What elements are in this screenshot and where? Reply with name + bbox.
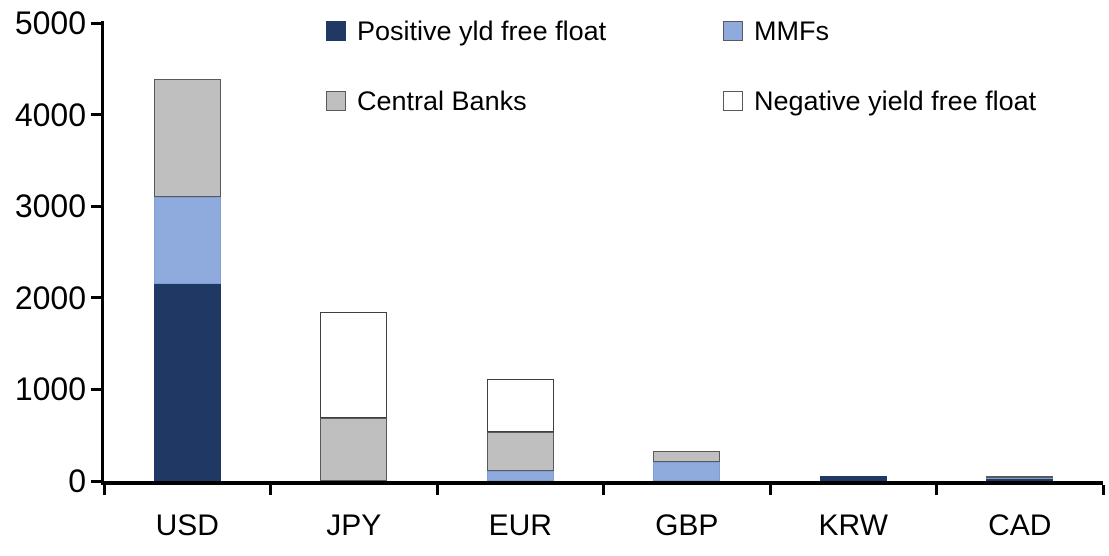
bar-segment-cad-central-banks <box>986 475 1054 478</box>
bar-segment-eur-mmfs <box>486 470 554 481</box>
x-axis-tick <box>602 485 605 495</box>
legend-label-mmfs: MMFs <box>754 16 829 46</box>
y-axis-tick <box>91 387 101 391</box>
bar-segment-eur-central-banks <box>486 431 554 471</box>
y-axis-tick-label: 3000 <box>14 188 86 225</box>
x-axis-line <box>101 481 1103 485</box>
bar-segment-jpy-central-banks <box>320 417 388 481</box>
legend-label-negative-yield-free-float: Negative yield free float <box>754 86 1037 116</box>
y-axis-tick-label: 4000 <box>14 96 86 133</box>
y-axis-tick <box>91 204 101 208</box>
legend-item-central-banks: Central Banks <box>326 86 527 116</box>
y-axis-tick-label: 0 <box>68 463 86 499</box>
y-axis-tick-label: 5000 <box>14 5 86 41</box>
legend-item-mmfs: MMFs <box>723 16 829 46</box>
legend-item-positive-yld-free-float: Positive yld free float <box>326 16 606 46</box>
legend-swatch-central-banks <box>326 91 346 111</box>
bar-segment-usd-mmfs <box>153 197 221 285</box>
x-axis-tick <box>1101 485 1105 495</box>
category-label-gbp: GBP <box>655 509 719 542</box>
bar-segment-gbp-central-banks <box>653 450 721 462</box>
category-label-cad: CAD <box>988 509 1052 542</box>
bar-segment-krw-positive-yld-free-float <box>819 476 887 481</box>
legend-item-negative-yield-free-float: Negative yield free float <box>723 86 1036 116</box>
y-axis-tick <box>91 479 101 483</box>
bar-segment-usd-positive-yld-free-float <box>153 284 221 481</box>
y-axis-tick-label: 2000 <box>14 279 86 316</box>
plot-area: 0 1000 2000 3000 4000 5000 USD JPY EUR GBP KRW CAD <box>15 5 1105 542</box>
y-axis-line <box>101 21 104 483</box>
y-axis-tick <box>91 21 101 25</box>
y-axis-tick-label: 1000 <box>14 371 86 408</box>
bar-segment-cad-positive-yld-free-float <box>986 479 1054 481</box>
bar-segment-jpy-negative-yield-free-float <box>320 312 388 418</box>
legend-label-central-banks: Central Banks <box>357 86 527 116</box>
category-label-eur: EUR <box>488 509 552 542</box>
x-axis-tick <box>935 485 938 495</box>
x-axis-tick <box>269 485 272 495</box>
category-label-usd: USD <box>155 509 219 542</box>
bar-segment-gbp-mmfs <box>653 461 721 481</box>
y-axis-tick <box>91 296 101 300</box>
x-axis-tick <box>435 485 439 495</box>
x-axis-tick <box>102 485 106 495</box>
legend-swatch-negative-yield-free-float <box>723 91 743 111</box>
legend-swatch-positive-yld-free-float <box>326 21 346 41</box>
x-axis-tick <box>768 485 772 495</box>
bar-segment-usd-central-banks <box>153 78 221 198</box>
bar-segment-eur-negative-yield-free-float <box>486 379 554 432</box>
category-label-jpy: JPY <box>326 509 382 542</box>
legend-label-positive-yld-free-float: Positive yld free float <box>357 16 607 46</box>
category-label-krw: KRW <box>818 509 888 542</box>
y-axis-tick <box>91 113 101 117</box>
legend-swatch-mmfs <box>723 21 743 41</box>
